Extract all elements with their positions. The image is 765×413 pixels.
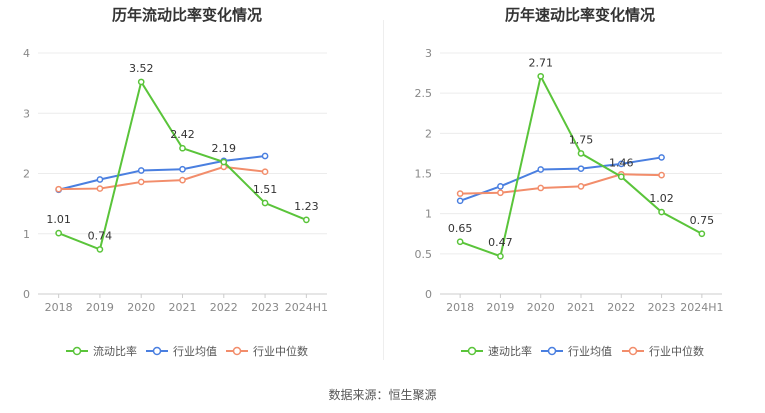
- data-point: [137, 167, 145, 174]
- y-tick-label: 0.5: [415, 248, 433, 261]
- data-point: [179, 165, 186, 173]
- data-source-note: 数据来源：恒生聚源: [328, 388, 437, 402]
- data-point: [55, 229, 62, 237]
- panel-divider: [383, 20, 384, 360]
- data-point: [96, 185, 104, 192]
- data-point: [96, 246, 104, 253]
- data-point: [179, 176, 186, 184]
- data-point: [261, 199, 269, 207]
- data-label: 1.23: [294, 200, 319, 213]
- data-point: [617, 160, 625, 168]
- legend-label: 行业均值: [173, 345, 217, 358]
- data-point: [261, 168, 269, 176]
- data-point: [658, 171, 665, 179]
- data-point: [456, 238, 464, 246]
- legend-marker: [152, 346, 162, 356]
- legend-marker: [467, 346, 477, 356]
- x-tick-label: 2018: [446, 301, 474, 314]
- y-tick-label: 2: [23, 168, 30, 181]
- data-point: [497, 189, 504, 197]
- data-point: [456, 190, 464, 197]
- legend-marker: [232, 346, 242, 356]
- y-tick-label: 2: [425, 127, 432, 140]
- data-label: 0.75: [690, 214, 715, 227]
- x-tick-label: 2020: [527, 301, 555, 314]
- data-label: 1.02: [649, 192, 674, 205]
- x-tick-label: 2018: [45, 301, 73, 314]
- data-label: 3.52: [129, 62, 154, 75]
- data-point: [55, 185, 62, 193]
- legend-marker: [628, 346, 638, 356]
- x-tick-label: 2023: [251, 301, 279, 314]
- data-label: 2.71: [528, 56, 553, 69]
- data-point: [658, 208, 665, 216]
- x-tick-label: 2021: [567, 301, 595, 314]
- data-label: 2.42: [170, 128, 195, 141]
- y-tick-label: 1.5: [415, 168, 433, 181]
- legend-label: 流动比率: [93, 344, 137, 358]
- y-tick-label: 4: [23, 47, 30, 60]
- y-tick-label: 1: [23, 228, 30, 241]
- data-point: [698, 230, 706, 238]
- data-point: [456, 197, 464, 205]
- data-point: [537, 184, 545, 192]
- x-tick-label: 2024H1: [285, 301, 328, 314]
- series-line-行业均值: [58, 155, 266, 191]
- data-point: [577, 150, 585, 157]
- x-tick-label: 2023: [648, 301, 676, 314]
- y-tick-label: 0: [23, 288, 30, 301]
- data-point: [220, 158, 228, 166]
- data-point: [303, 216, 310, 224]
- data-label: 1.75: [569, 133, 594, 146]
- data-point: [96, 176, 104, 183]
- data-point: [137, 178, 145, 186]
- chart-title: 历年速动比率变化情况: [505, 6, 655, 24]
- data-label: 0.65: [448, 222, 473, 235]
- data-point: [537, 166, 545, 173]
- y-tick-label: 3: [425, 47, 432, 60]
- series-line-流动比率: [58, 79, 307, 251]
- x-tick-label: 2022: [210, 301, 238, 314]
- y-tick-label: 0: [425, 288, 432, 301]
- legend-label: 行业中位数: [253, 344, 308, 358]
- legend-label: 速动比率: [488, 344, 532, 358]
- series-line-行业均值: [459, 156, 662, 202]
- legend-marker: [547, 346, 557, 356]
- legend-marker: [72, 346, 82, 356]
- data-point: [617, 173, 625, 181]
- data-point: [537, 72, 545, 80]
- y-tick-label: 2.5: [415, 87, 433, 100]
- chart-title: 历年流动比率变化情况: [112, 6, 262, 24]
- series-line-行业中位数: [460, 173, 662, 195]
- data-point: [179, 144, 186, 152]
- data-point: [577, 165, 585, 173]
- y-tick-label: 3: [23, 107, 30, 120]
- data-point: [137, 78, 145, 86]
- legend-label: 行业中位数: [649, 344, 704, 358]
- x-tick-label: 2021: [169, 301, 197, 314]
- data-label: 0.74: [88, 229, 113, 242]
- data-label: 1.51: [253, 183, 278, 196]
- legend-label: 行业均值: [568, 345, 612, 358]
- data-point: [658, 154, 665, 161]
- data-point: [497, 183, 504, 190]
- data-point: [577, 183, 585, 190]
- x-tick-label: 2020: [127, 301, 155, 314]
- y-tick-label: 1: [425, 208, 432, 221]
- data-point: [261, 152, 269, 160]
- x-tick-label: 2022: [607, 301, 635, 314]
- data-label: 2.19: [212, 142, 237, 155]
- data-label: 0.47: [488, 236, 513, 249]
- x-tick-label: 2019: [486, 301, 514, 314]
- x-tick-label: 2019: [86, 301, 114, 314]
- x-tick-label: 2024H1: [680, 301, 723, 314]
- data-label: 1.01: [46, 213, 71, 226]
- data-point: [497, 252, 504, 260]
- data-label: 1.46: [609, 157, 634, 170]
